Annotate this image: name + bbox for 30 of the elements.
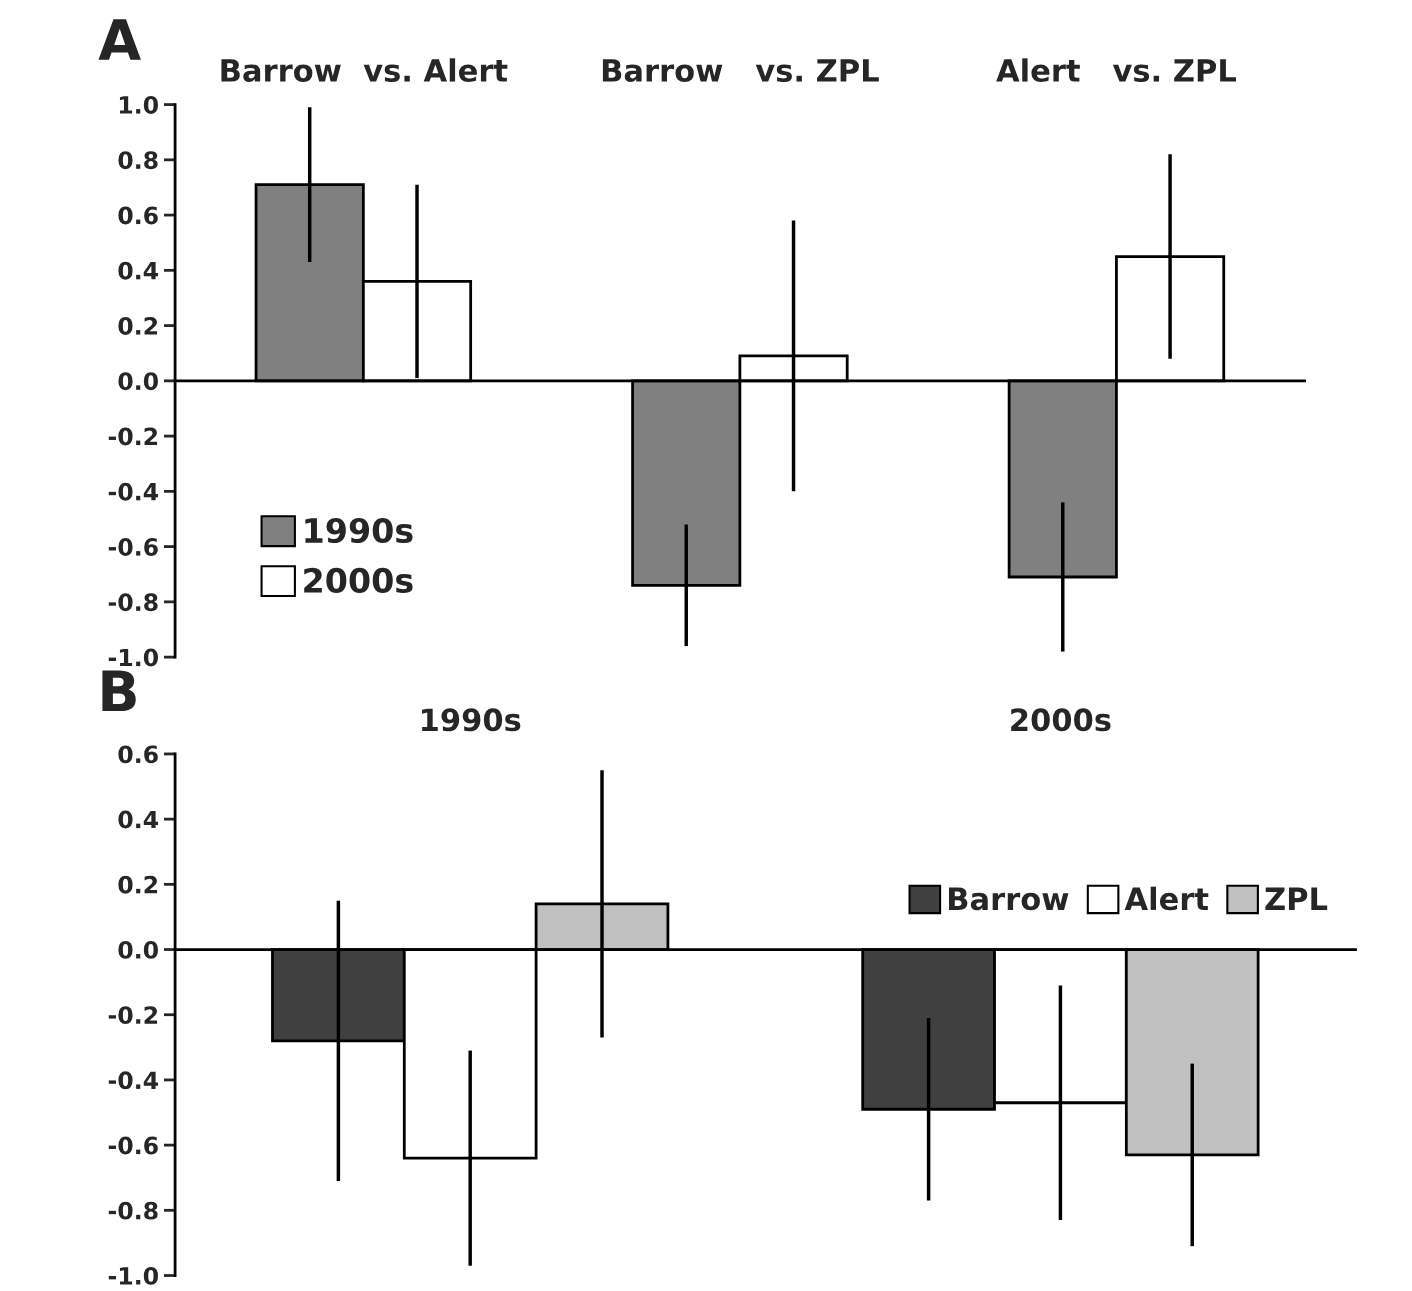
legend-label: Alert bbox=[1124, 886, 1209, 911]
legend-label: ZPL bbox=[1265, 887, 1328, 910]
x-tick-label: Alert vs. ZPL bbox=[996, 58, 1236, 82]
y-tick-label: 0.0 bbox=[118, 940, 158, 959]
legend-label: Barrow bbox=[949, 887, 1069, 911]
y-tick-label: 0.8 bbox=[118, 151, 158, 170]
y-tick-label: 0.2 bbox=[118, 317, 158, 335]
y-tick-label: -0.6 bbox=[108, 538, 158, 556]
y-tick-label: -0.4 bbox=[108, 1071, 159, 1090]
y-tick-label: -0.8 bbox=[108, 1201, 158, 1220]
y-tick-label: -0.2 bbox=[108, 1006, 158, 1025]
x-tick-label: Barrow vs. Alert bbox=[221, 58, 508, 82]
legend-label: 1990s bbox=[305, 517, 413, 544]
y-tick-label: -0.4 bbox=[108, 482, 159, 501]
y-tick-label: 0.6 bbox=[118, 745, 158, 764]
text: B bbox=[102, 670, 136, 712]
y-tick-label: 0.0 bbox=[118, 372, 158, 391]
y-tick-label: -1.0 bbox=[108, 1266, 158, 1285]
y-tick-label: 1.0 bbox=[119, 96, 158, 114]
y-tick-label: 0.4 bbox=[118, 261, 159, 280]
y-tick-label: -0.8 bbox=[108, 593, 158, 612]
y-tick-label: -1.0 bbox=[108, 648, 158, 667]
y-tick-label: -0.2 bbox=[108, 427, 158, 446]
y-tick-label: 0.2 bbox=[118, 875, 158, 894]
y-tick-label: -0.6 bbox=[108, 1136, 158, 1155]
y-tick-label: 0.6 bbox=[118, 206, 158, 225]
y-tick-label: 0.4 bbox=[118, 810, 159, 829]
x-tick-label: Barrow vs. ZPL bbox=[602, 59, 879, 82]
legend-label: 2000s bbox=[304, 567, 413, 594]
text: A bbox=[98, 19, 141, 60]
